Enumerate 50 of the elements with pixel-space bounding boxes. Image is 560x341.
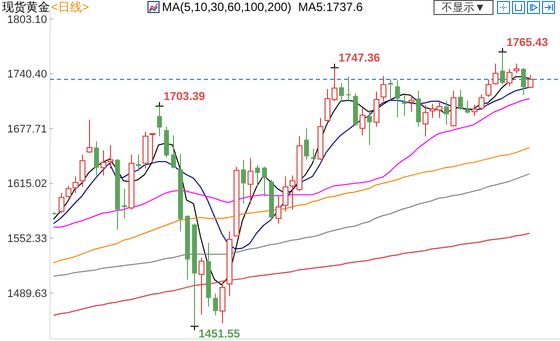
candlestick bbox=[226, 230, 232, 297]
chart-subtitle: <日线> bbox=[51, 0, 90, 14]
candlestick bbox=[472, 104, 478, 117]
candlestick bbox=[220, 282, 226, 324]
candlestick bbox=[395, 80, 400, 118]
candlestick bbox=[416, 90, 421, 128]
candlestick bbox=[80, 154, 86, 188]
candlestick bbox=[213, 293, 218, 316]
candlestick bbox=[465, 100, 470, 114]
annotation: 不显示▼ bbox=[442, 2, 486, 14]
candlestick bbox=[346, 76, 351, 102]
candlestick bbox=[402, 94, 407, 117]
chart-title: 现货黄金 bbox=[2, 0, 50, 14]
line-series bbox=[53, 232, 530, 316]
candlestick bbox=[360, 108, 366, 136]
y-tick-label: 1740.40 bbox=[7, 68, 47, 81]
y-tick-label: 1677.71 bbox=[7, 123, 47, 136]
candlestick bbox=[255, 164, 260, 188]
annotation: 1747.36 bbox=[338, 52, 380, 65]
candlestick bbox=[241, 159, 246, 204]
candlestick bbox=[171, 134, 176, 170]
y-tick-label: 1552.33 bbox=[7, 233, 47, 246]
candlestick bbox=[521, 68, 526, 96]
candlestick bbox=[422, 104, 428, 137]
y-tick-label: 1489.63 bbox=[7, 288, 47, 300]
candlestick bbox=[374, 91, 380, 128]
candlestick bbox=[304, 128, 309, 160]
candlestick bbox=[136, 154, 141, 172]
candlestick bbox=[94, 140, 99, 176]
candlestick bbox=[339, 82, 344, 102]
candlestick bbox=[444, 100, 449, 126]
line-series bbox=[53, 173, 530, 277]
candlestick bbox=[311, 148, 316, 162]
candlestick bbox=[458, 89, 463, 110]
candlestick bbox=[100, 150, 106, 176]
y-tick-label: 1615.02 bbox=[7, 178, 47, 190]
annotation: 1451.55 bbox=[198, 328, 241, 340]
candlestick bbox=[367, 109, 372, 146]
y-tick-label: 1803.10 bbox=[7, 14, 47, 26]
annotation: MA(5,10,30,60,100,200) MA5:1737.6 bbox=[162, 0, 364, 14]
candlestick bbox=[408, 94, 414, 112]
annotation: 1703.39 bbox=[164, 91, 206, 104]
candlestick bbox=[514, 63, 520, 74]
candlestick bbox=[380, 75, 386, 102]
annotation: 1765.43 bbox=[506, 36, 548, 49]
candlestick bbox=[248, 158, 254, 204]
line-series bbox=[53, 147, 530, 264]
candlestick bbox=[108, 144, 114, 170]
candlestick bbox=[262, 166, 267, 198]
candlestick bbox=[282, 176, 288, 212]
